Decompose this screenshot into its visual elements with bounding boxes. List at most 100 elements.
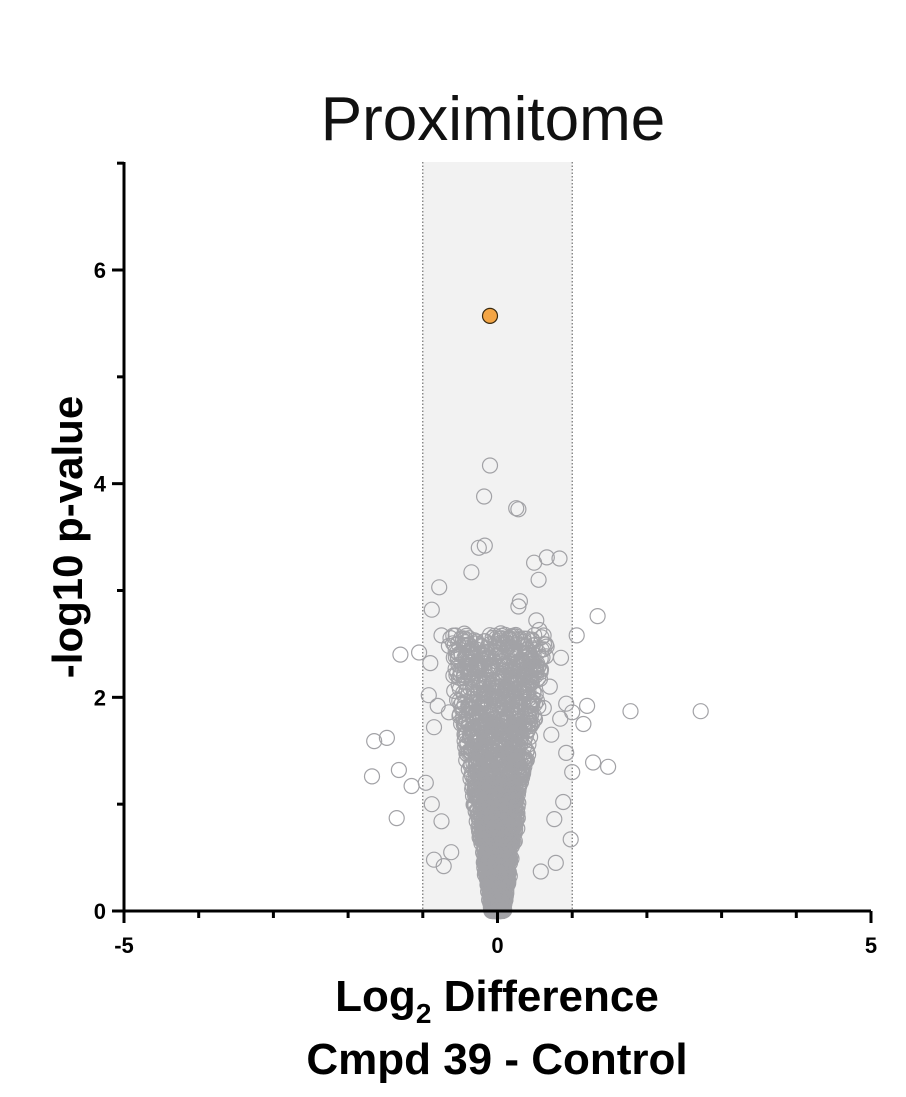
cloud-point xyxy=(489,750,506,767)
cloud-point xyxy=(510,794,527,812)
axis-ticks: -5 0 5 0 2 4 6 xyxy=(94,161,877,958)
cloud-point xyxy=(502,824,519,842)
y-tick-label: 6 xyxy=(94,258,106,283)
cloud-point xyxy=(519,721,536,739)
data-point xyxy=(535,699,552,717)
data-point xyxy=(423,796,440,813)
data-point xyxy=(564,763,581,781)
cloud-point xyxy=(491,900,508,918)
cloud-point xyxy=(472,711,489,728)
data-point xyxy=(546,810,563,828)
cloud-point xyxy=(489,717,506,734)
data-point xyxy=(390,761,407,779)
cloud-point xyxy=(460,706,477,724)
data-point xyxy=(552,649,570,666)
cloud-point xyxy=(496,731,513,748)
cloud-point xyxy=(505,641,522,658)
data-point xyxy=(575,715,592,733)
cloud-point xyxy=(504,774,521,792)
cloud-point xyxy=(451,706,468,723)
cloud-point xyxy=(458,745,475,762)
data-point xyxy=(551,550,568,567)
highlighted-point xyxy=(481,307,499,324)
data-point xyxy=(433,813,450,830)
x-axis-label: Log2 Difference xyxy=(335,972,659,1029)
data-point xyxy=(555,793,572,811)
cloud-point xyxy=(485,821,503,839)
highlighted-points xyxy=(481,307,499,324)
data-point xyxy=(552,710,569,727)
cloud-point xyxy=(500,747,517,764)
cloud-point xyxy=(469,763,486,780)
data-point xyxy=(599,758,617,775)
cloud-point xyxy=(453,694,471,711)
cloud-point xyxy=(467,775,484,793)
cloud-point xyxy=(494,772,511,790)
cloud-point xyxy=(493,750,510,767)
x-tick-label: -5 xyxy=(114,933,134,958)
data-point xyxy=(470,539,487,556)
cloud-point xyxy=(471,658,488,675)
y-tick-label: 4 xyxy=(94,472,107,497)
data-point xyxy=(423,601,440,618)
data-point xyxy=(425,719,443,736)
data-point xyxy=(452,666,469,684)
data-point xyxy=(411,644,428,661)
cloud-point xyxy=(470,808,487,825)
y-tick-label: 2 xyxy=(94,685,106,710)
data-point xyxy=(481,457,499,474)
cloud-point xyxy=(526,640,544,657)
data-point xyxy=(366,732,383,750)
data-point xyxy=(558,695,575,712)
data-point xyxy=(528,612,545,629)
x-axis-label-line2: Cmpd 39 - Control xyxy=(306,1035,687,1084)
x-tick-label: 0 xyxy=(491,933,503,958)
cloud-point xyxy=(449,644,466,661)
cloud-point xyxy=(500,853,517,870)
cloud-point xyxy=(469,708,486,725)
data-point xyxy=(692,703,709,720)
cloud-point xyxy=(525,707,543,724)
data-point xyxy=(535,641,552,658)
cloud-point xyxy=(480,853,498,870)
data-point xyxy=(584,754,602,771)
cloud-point xyxy=(481,627,498,644)
cloud-point xyxy=(463,728,480,745)
x-tick-label: 5 xyxy=(865,933,877,958)
data-point xyxy=(463,564,480,581)
cloud-point xyxy=(527,666,545,684)
data-point xyxy=(578,697,596,715)
data-point xyxy=(507,644,524,661)
cloud-point xyxy=(518,630,536,647)
cloud-point xyxy=(497,739,514,757)
cloud-point xyxy=(473,682,490,699)
data-point xyxy=(532,863,549,880)
data-point xyxy=(508,500,525,517)
data-point xyxy=(511,593,529,610)
cloud-point xyxy=(494,680,511,698)
data-point xyxy=(589,607,606,625)
cloud-point xyxy=(470,660,487,677)
cloud-point xyxy=(471,829,488,846)
data-point xyxy=(622,703,639,720)
cloud-point xyxy=(468,755,485,773)
data-point xyxy=(388,809,405,827)
data-point xyxy=(500,637,517,655)
cloud-point xyxy=(507,748,524,766)
cloud-point xyxy=(484,856,501,873)
cloud-point xyxy=(486,878,503,895)
data-point xyxy=(422,654,439,672)
data-point xyxy=(378,729,395,747)
data-point xyxy=(363,768,381,785)
cloud-point xyxy=(527,686,544,703)
cloud-point xyxy=(500,690,517,708)
cloud-point xyxy=(445,635,462,652)
data-point xyxy=(420,687,437,704)
data-point xyxy=(511,667,529,685)
cloud-point xyxy=(486,805,503,822)
data-point xyxy=(433,627,450,644)
cloud-point xyxy=(472,771,489,788)
cloud-point xyxy=(510,717,527,734)
data-point xyxy=(530,571,547,588)
y-axis-label: -log10 p-value xyxy=(44,396,91,678)
